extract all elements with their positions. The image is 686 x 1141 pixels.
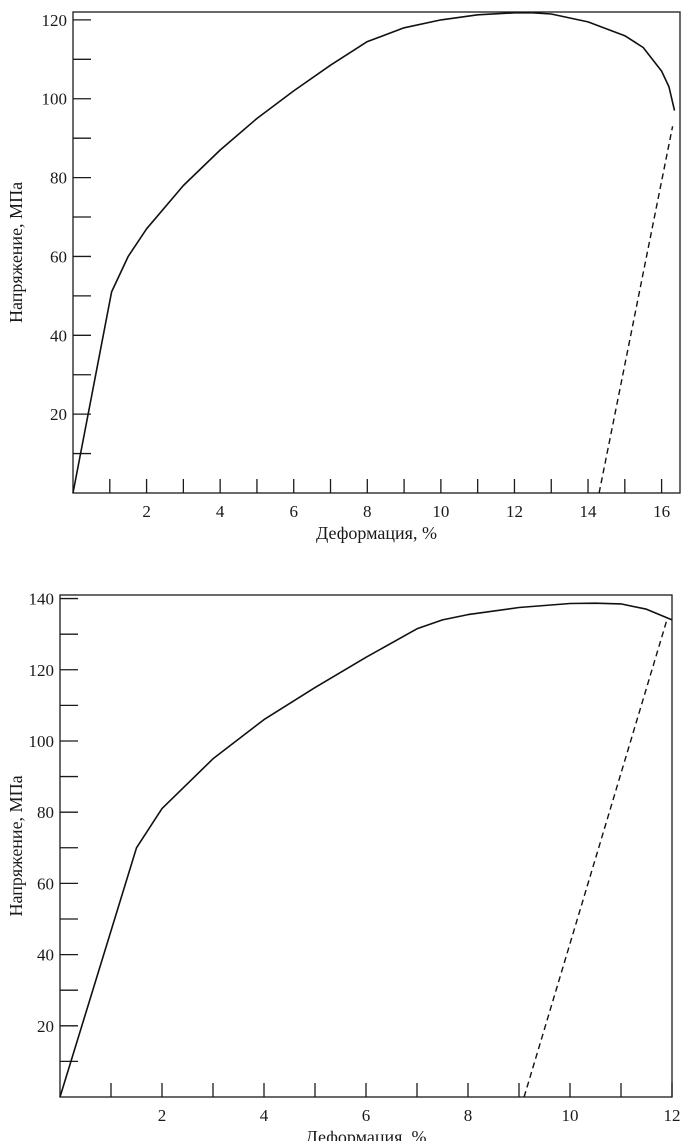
y-tick-label: 100: [42, 90, 68, 109]
x-tick-label: 2: [158, 1106, 167, 1125]
y-tick-label: 120: [29, 661, 55, 680]
x-tick-label: 4: [216, 502, 225, 521]
plot-frame: [59, 594, 673, 1098]
x-tick-label: 6: [362, 1106, 371, 1125]
y-tick-label: 20: [50, 405, 67, 424]
y-tick-label: 60: [37, 874, 54, 893]
y-tick-label: 60: [50, 247, 67, 266]
x-tick-label: 2: [142, 502, 151, 521]
x-tick-label: 16: [653, 502, 670, 521]
x-tick-label: 14: [580, 502, 598, 521]
x-tick-label: 8: [464, 1106, 473, 1125]
unloading-line: [598, 126, 674, 494]
y-tick-label: 20: [37, 1017, 54, 1036]
y-axis-title: Напряжение, МПа: [6, 182, 26, 323]
chart-bottom: 20 40 60 80 100 120 140 2 4 6 8 10 12 Деформация, % На…: [6, 590, 681, 1141]
x-axis-title: Деформация, %: [306, 1127, 427, 1141]
stress-strain-curve: [72, 12, 676, 494]
x-axis-title: Деформация, %: [316, 523, 437, 543]
y-tick-label: 80: [37, 803, 54, 822]
y-tick-label: 40: [37, 946, 54, 965]
x-tick-label: 4: [260, 1106, 269, 1125]
x-tick-label: 8: [363, 502, 372, 521]
plot-frame: [72, 11, 681, 494]
x-tick-label: 6: [289, 502, 298, 521]
chart-top: 20 40 60 80 100 120 2 4 6 8 10 12 14 16 Деформация, % Н…: [6, 11, 681, 543]
stress-strain-curve: [59, 602, 673, 1098]
x-tick-label: 12: [664, 1106, 681, 1125]
y-tick-label: 100: [29, 732, 55, 751]
y-tick-label: 80: [50, 169, 67, 188]
unloading-line: [523, 619, 668, 1098]
x-tick-label: 10: [562, 1106, 579, 1125]
x-tick-label: 12: [506, 502, 523, 521]
y-axis-title: Напряжение, МПа: [6, 775, 26, 916]
y-tick-label: 40: [50, 326, 67, 345]
y-tick-label: 120: [42, 11, 68, 30]
x-tick-label: 10: [432, 502, 449, 521]
y-tick-label: 140: [29, 590, 55, 609]
